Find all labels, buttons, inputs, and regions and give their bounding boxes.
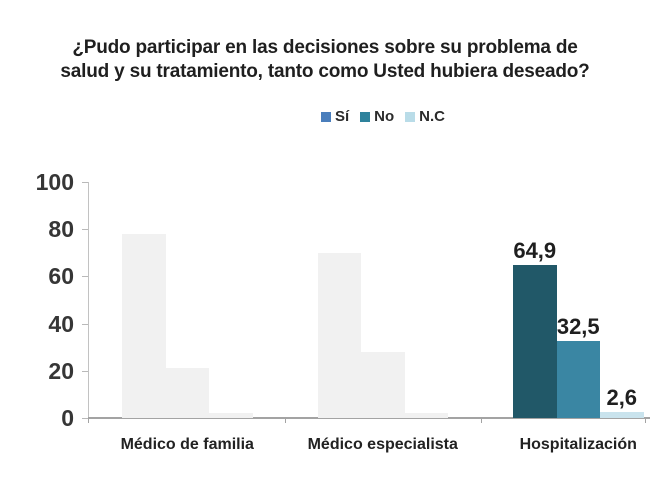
y-axis-tick-label: 0 [61, 405, 74, 431]
bar-médico-de-familia-sí [122, 233, 166, 418]
legend-label: Sí [334, 108, 350, 125]
x-axis-line [88, 417, 650, 419]
bar-hospitalización-no [556, 341, 600, 418]
bar-hospitalización-sí [513, 264, 557, 418]
bar-value-label: 64,9 [513, 237, 557, 263]
y-axis-tick-mark [82, 323, 88, 325]
bar-médico-de-familia-n.c [209, 413, 253, 418]
x-axis-category-label: Médico especialista [307, 436, 458, 453]
bar-médico-especialista-sí [317, 252, 361, 418]
y-axis-tick-label: 40 [48, 310, 74, 337]
bar-value-label: 2,6 [606, 384, 638, 410]
x-axis-tick-mark [481, 419, 482, 423]
bar-value-label: 32,5 [556, 314, 600, 340]
y-axis-tick-mark [82, 182, 88, 183]
y-axis-line [88, 182, 89, 418]
chart-title: ¿Pudo participar en las decisiones sobre… [0, 36, 650, 84]
legend-label: N.C [419, 108, 446, 125]
x-axis-category-label: Médico de familia [120, 436, 254, 453]
legend-label: No [374, 108, 395, 125]
legend-swatch [405, 111, 416, 122]
y-axis-tick-mark [82, 370, 88, 372]
bar-médico-especialista-no [361, 351, 405, 418]
chart-title-line-1: ¿Pudo participar en las decisiones sobre… [72, 37, 578, 58]
bar-médico-de-familia-no [165, 368, 209, 418]
y-axis-tick-mark [82, 418, 88, 419]
legend: Sí No N.C [58, 108, 650, 125]
legend-swatch [360, 111, 371, 122]
x-axis-tick-mark [284, 419, 286, 423]
bar-médico-especialista-n.c [404, 413, 448, 418]
x-axis-category-label: Hospitalización [519, 436, 637, 453]
y-axis-tick-label: 80 [48, 216, 74, 243]
bar-hospitalización-n.c [600, 411, 644, 418]
y-axis-tick-label: 20 [48, 357, 74, 384]
x-axis-tick-mark [645, 419, 646, 423]
legend-item-n.c: N.C [405, 108, 445, 125]
legend-swatch [320, 111, 331, 122]
y-axis-tick-label: 100 [35, 169, 74, 195]
y-axis-tick-mark [82, 276, 88, 278]
legend-item-sí: Sí [320, 108, 350, 125]
legend-item-no: No [360, 108, 394, 125]
y-axis-tick-mark [82, 229, 88, 231]
x-axis-tick-mark [88, 419, 89, 423]
y-axis-tick-label: 60 [48, 263, 74, 290]
chart-title-line-2: salud y su tratamiento, tanto como Usted… [60, 61, 590, 82]
